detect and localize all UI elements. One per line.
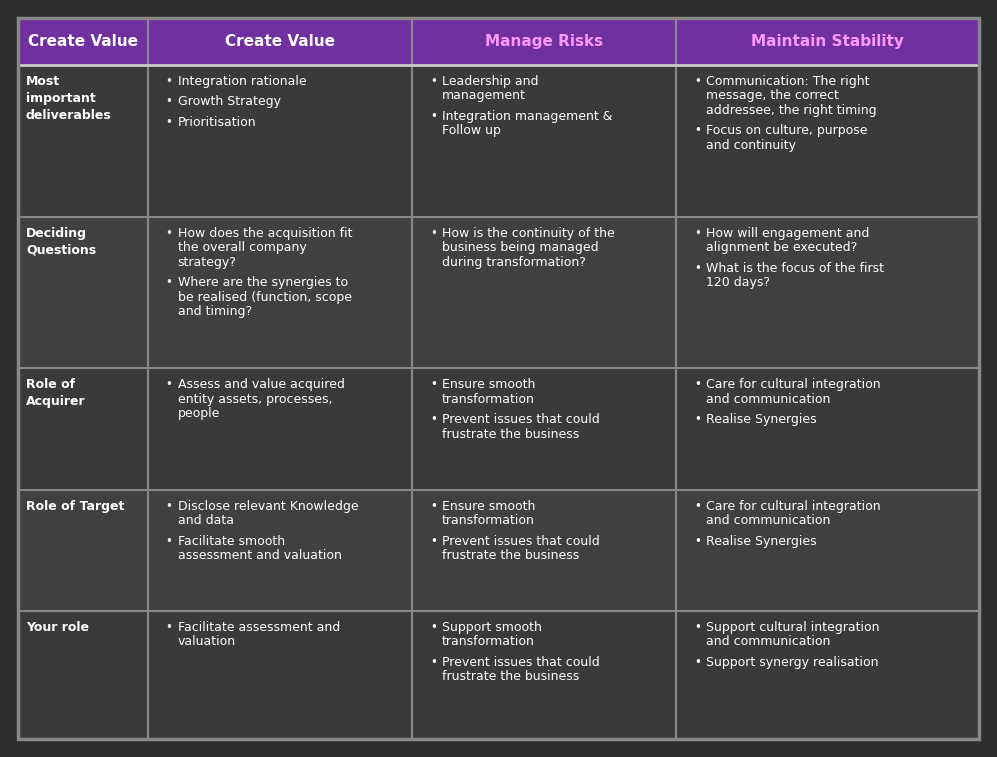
Text: •: •	[694, 261, 701, 275]
Text: Prioritisation: Prioritisation	[177, 116, 256, 129]
Bar	[18, 65, 979, 217]
Text: Support cultural integration: Support cultural integration	[706, 621, 879, 634]
Text: Assess and value acquired: Assess and value acquired	[177, 378, 345, 391]
Bar	[18, 18, 979, 65]
Text: Follow up: Follow up	[442, 124, 500, 137]
Text: Your role: Your role	[26, 621, 89, 634]
Text: •: •	[694, 75, 701, 88]
Text: •: •	[430, 226, 437, 239]
Text: Maintain Stability: Maintain Stability	[752, 34, 904, 49]
Text: Facilitate assessment and: Facilitate assessment and	[177, 621, 340, 634]
Text: •: •	[430, 656, 437, 669]
Text: Communication: The right: Communication: The right	[706, 75, 869, 88]
Text: •: •	[694, 378, 701, 391]
Text: Realise Synergies: Realise Synergies	[706, 413, 817, 426]
Text: entity assets, processes,: entity assets, processes,	[177, 393, 332, 406]
Text: Prevent issues that could: Prevent issues that could	[442, 534, 600, 547]
Text: message, the correct: message, the correct	[706, 89, 839, 102]
Text: •: •	[166, 75, 172, 88]
Text: Realise Synergies: Realise Synergies	[706, 534, 817, 547]
Text: alignment be executed?: alignment be executed?	[706, 241, 857, 254]
Text: Integration rationale: Integration rationale	[177, 75, 306, 88]
Text: •: •	[166, 116, 172, 129]
Text: •: •	[166, 95, 172, 108]
Text: •: •	[430, 500, 437, 512]
Text: Most
important
deliverables: Most important deliverables	[26, 75, 112, 122]
Text: Support smooth: Support smooth	[442, 621, 542, 634]
Text: •: •	[166, 534, 172, 547]
Text: •: •	[694, 124, 701, 137]
Text: Prevent issues that could: Prevent issues that could	[442, 656, 600, 669]
Text: Where are the synergies to: Where are the synergies to	[177, 276, 348, 289]
Text: Care for cultural integration: Care for cultural integration	[706, 500, 881, 512]
Text: •: •	[694, 226, 701, 239]
Text: and timing?: and timing?	[177, 305, 252, 318]
Text: addressee, the right timing: addressee, the right timing	[706, 104, 877, 117]
Bar	[18, 217, 979, 368]
Text: How does the acquisition fit: How does the acquisition fit	[177, 226, 352, 239]
Text: and communication: and communication	[706, 393, 831, 406]
Text: •: •	[430, 534, 437, 547]
Bar	[18, 611, 979, 739]
Text: •: •	[694, 413, 701, 426]
Text: Ensure smooth: Ensure smooth	[442, 500, 535, 512]
Text: frustrate the business: frustrate the business	[442, 549, 579, 562]
Text: and continuity: and continuity	[706, 139, 797, 152]
Text: •: •	[694, 500, 701, 512]
Text: •: •	[166, 500, 172, 512]
Bar	[18, 490, 979, 611]
Text: •: •	[694, 656, 701, 669]
Text: •: •	[166, 621, 172, 634]
Text: management: management	[442, 89, 525, 102]
Text: and communication: and communication	[706, 635, 831, 649]
Text: strategy?: strategy?	[177, 256, 236, 269]
Text: business being managed: business being managed	[442, 241, 598, 254]
Text: Role of
Acquirer: Role of Acquirer	[26, 378, 86, 408]
Text: How is the continuity of the: How is the continuity of the	[442, 226, 615, 239]
Bar	[18, 368, 979, 490]
Text: •: •	[166, 226, 172, 239]
Text: How will engagement and: How will engagement and	[706, 226, 869, 239]
Text: •: •	[430, 110, 437, 123]
Text: Manage Risks: Manage Risks	[486, 34, 603, 49]
Text: Role of Target: Role of Target	[26, 500, 125, 512]
Text: and communication: and communication	[706, 514, 831, 527]
Text: Growth Strategy: Growth Strategy	[177, 95, 281, 108]
Text: assessment and valuation: assessment and valuation	[177, 549, 342, 562]
Text: frustrate the business: frustrate the business	[442, 428, 579, 441]
Text: transformation: transformation	[442, 393, 534, 406]
Text: frustrate the business: frustrate the business	[442, 671, 579, 684]
Text: Facilitate smooth: Facilitate smooth	[177, 534, 285, 547]
Text: people: people	[177, 407, 220, 420]
Text: What is the focus of the first: What is the focus of the first	[706, 261, 884, 275]
Text: Deciding
Questions: Deciding Questions	[26, 226, 96, 257]
Text: •: •	[694, 621, 701, 634]
Text: •: •	[430, 413, 437, 426]
Text: Disclose relevant Knowledge: Disclose relevant Knowledge	[177, 500, 358, 512]
Text: Care for cultural integration: Care for cultural integration	[706, 378, 881, 391]
Text: Focus on culture, purpose: Focus on culture, purpose	[706, 124, 867, 137]
Text: •: •	[694, 534, 701, 547]
Text: be realised (function, scope: be realised (function, scope	[177, 291, 352, 304]
Text: during transformation?: during transformation?	[442, 256, 586, 269]
Text: and data: and data	[177, 514, 233, 527]
Text: •: •	[430, 621, 437, 634]
Text: Support synergy realisation: Support synergy realisation	[706, 656, 878, 669]
Text: valuation: valuation	[177, 635, 236, 649]
Text: transformation: transformation	[442, 514, 534, 527]
Text: Prevent issues that could: Prevent issues that could	[442, 413, 600, 426]
Text: •: •	[430, 75, 437, 88]
Text: 120 days?: 120 days?	[706, 276, 771, 289]
Text: Create Value: Create Value	[28, 34, 138, 49]
Text: the overall company: the overall company	[177, 241, 306, 254]
Text: •: •	[430, 378, 437, 391]
Text: Ensure smooth: Ensure smooth	[442, 378, 535, 391]
Text: Create Value: Create Value	[225, 34, 335, 49]
Text: •: •	[166, 276, 172, 289]
Text: Integration management &: Integration management &	[442, 110, 612, 123]
Text: •: •	[166, 378, 172, 391]
Text: Leadership and: Leadership and	[442, 75, 538, 88]
Text: transformation: transformation	[442, 635, 534, 649]
